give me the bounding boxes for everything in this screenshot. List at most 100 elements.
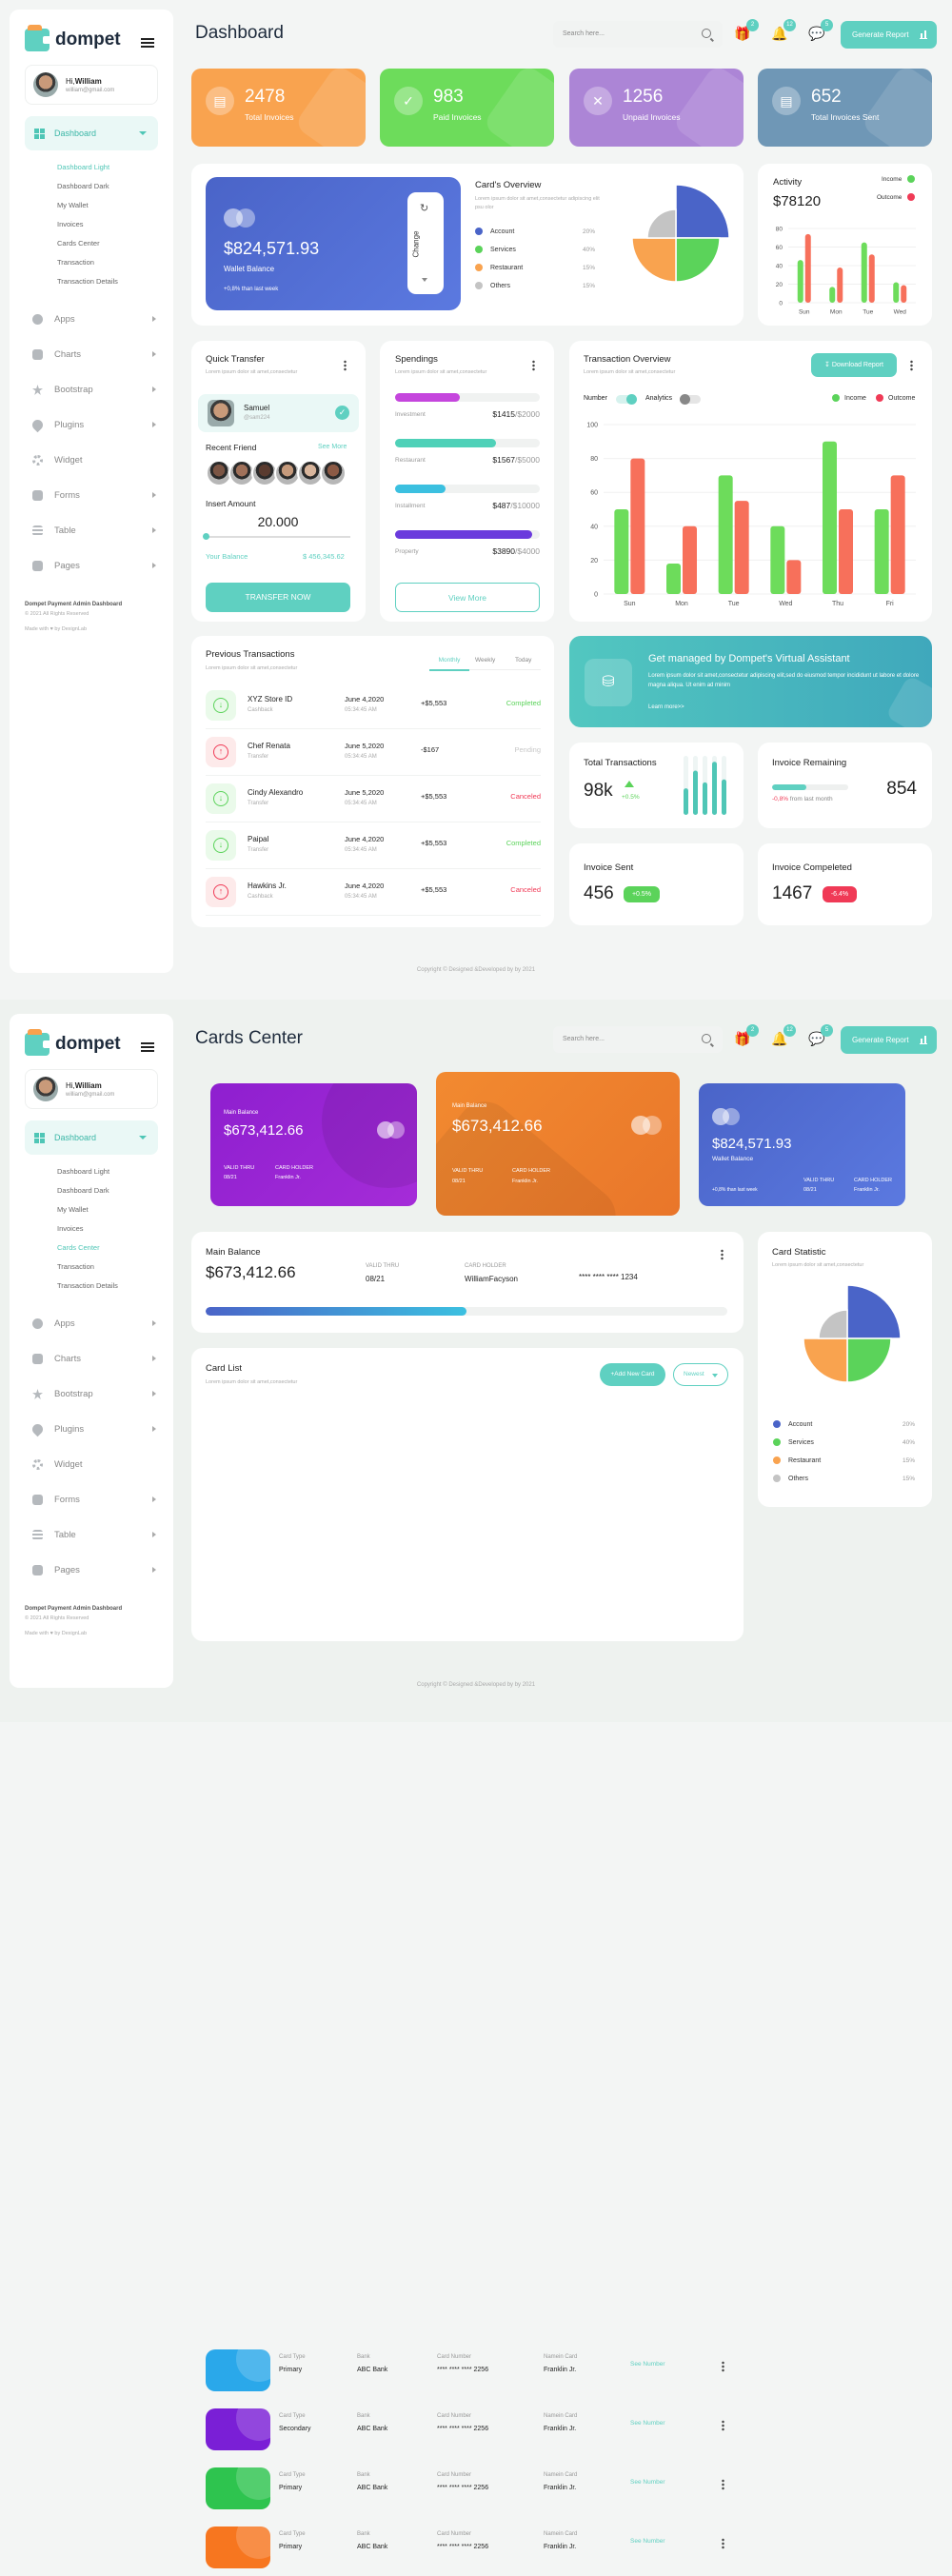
logo[interactable]: dompet bbox=[25, 1028, 121, 1060]
transaction-row[interactable]: ↓ Cindy Alexandro Transfer June 5,2020 05:34… bbox=[206, 776, 541, 822]
sidebar-item-table[interactable]: Table bbox=[32, 1517, 156, 1553]
amount-value[interactable]: 20.000 bbox=[257, 514, 299, 529]
more-icon[interactable] bbox=[532, 360, 535, 371]
subnav-my-wallet[interactable]: My Wallet bbox=[57, 1205, 89, 1214]
stat-card-total-invoices[interactable]: ▤ 2478 Total Invoices bbox=[191, 69, 366, 147]
sidebar-item-plugins[interactable]: Plugins bbox=[30, 1412, 156, 1447]
friend-avatar[interactable] bbox=[228, 460, 255, 486]
more-icon[interactable] bbox=[344, 360, 347, 371]
sidebar-item-charts[interactable]: Charts bbox=[32, 1341, 156, 1377]
see-number-link[interactable]: See Number bbox=[630, 2538, 665, 2545]
subnav-transaction-details[interactable]: Transaction Details bbox=[57, 1281, 118, 1290]
subnav-cards-center[interactable]: Cards Center bbox=[57, 239, 100, 248]
add-new-card-button[interactable]: +Add New Card bbox=[600, 1363, 665, 1386]
tab-today[interactable]: Today bbox=[515, 657, 532, 664]
more-icon[interactable] bbox=[910, 360, 913, 371]
slider-handle[interactable] bbox=[203, 533, 209, 540]
see-number-link[interactable]: See Number bbox=[630, 2420, 665, 2427]
more-icon[interactable] bbox=[722, 2361, 724, 2372]
sidebar-item-bootstrap[interactable]: Bootstrap bbox=[32, 372, 156, 407]
card-list-row[interactable]: Card Type Primary Bank ABC Bank Card Number *… bbox=[206, 2458, 727, 2517]
gift-icon[interactable]: 🎁 2 bbox=[734, 19, 759, 42]
generate-report-button[interactable]: Generate Report bbox=[841, 21, 937, 49]
sidebar-item-dashboard[interactable]: Dashboard bbox=[25, 1120, 158, 1155]
subnav-transaction[interactable]: Transaction bbox=[57, 1262, 94, 1271]
learn-more-link[interactable]: Learn more>> bbox=[648, 704, 684, 710]
bell-icon[interactable]: 🔔 12 bbox=[771, 1024, 796, 1047]
gift-icon[interactable]: 🎁 2 bbox=[734, 1024, 759, 1047]
subnav-invoices[interactable]: Invoices bbox=[57, 220, 84, 228]
credit-card-purple[interactable]: Main Balance $673,412.66 VALID THRU 08/2… bbox=[210, 1083, 417, 1206]
logo[interactable]: dompet bbox=[25, 24, 121, 56]
wallet-card[interactable]: $824,571.93 Wallet Balance +0,8% than la… bbox=[206, 177, 461, 310]
stat-card-paid-invoices[interactable]: ✓ 983 Paid Invoices bbox=[380, 69, 554, 147]
virtual-assistant-banner[interactable]: ⛁ Get managed by Dompet's Virtual Assist… bbox=[569, 636, 932, 727]
more-icon[interactable] bbox=[722, 2538, 724, 2549]
toggle-number[interactable] bbox=[616, 394, 637, 405]
transaction-row[interactable]: ↑ Hawkins Jr. Cashback June 4,2020 05:34:45 … bbox=[206, 869, 541, 916]
subnav-invoices[interactable]: Invoices bbox=[57, 1224, 84, 1233]
stat-card-unpaid-invoices[interactable]: ✕ 1256 Unpaid Invoices bbox=[569, 69, 744, 147]
view-more-button[interactable]: View More bbox=[395, 583, 540, 612]
chat-icon[interactable]: 💬 5 bbox=[808, 1024, 833, 1047]
subnav-dashboard-dark[interactable]: Dashboard Dark bbox=[57, 1186, 109, 1195]
sidebar-item-widget[interactable]: Widget bbox=[32, 443, 156, 478]
sidebar-item-apps[interactable]: Apps bbox=[32, 1306, 156, 1341]
subnav-dashboard-light[interactable]: Dashboard Light bbox=[57, 163, 110, 171]
more-icon[interactable] bbox=[722, 2420, 724, 2431]
menu-icon[interactable] bbox=[141, 1042, 154, 1052]
see-number-link[interactable]: See Number bbox=[630, 2479, 665, 2486]
transaction-row[interactable]: ↓ Paipal Transfer June 4,2020 05:34:45 AM +$5… bbox=[206, 822, 541, 869]
sidebar-item-widget[interactable]: Widget bbox=[32, 1447, 156, 1482]
card-list-row[interactable]: Card Type Secondary Bank ABC Bank Card Numbe… bbox=[206, 2399, 727, 2458]
toggle-analytics[interactable] bbox=[680, 394, 701, 405]
sidebar-item-apps[interactable]: Apps bbox=[32, 302, 156, 337]
transaction-row[interactable]: ↓ XYZ Store ID Cashback June 4,2020 05:34:45… bbox=[206, 683, 541, 729]
subnav-my-wallet[interactable]: My Wallet bbox=[57, 201, 89, 209]
menu-icon[interactable] bbox=[141, 38, 154, 48]
sidebar-item-forms[interactable]: Forms bbox=[32, 1482, 156, 1517]
change-button[interactable]: ↻ Change bbox=[407, 192, 444, 294]
sidebar-item-plugins[interactable]: Plugins bbox=[30, 407, 156, 443]
selected-contact[interactable]: Samuel @sam224 ✓ bbox=[198, 394, 359, 432]
user-profile[interactable]: Hi,William william@gmail.com bbox=[25, 65, 158, 105]
download-report-button[interactable]: ↧ Download Report bbox=[811, 353, 897, 377]
sort-dropdown[interactable]: Newest bbox=[673, 1363, 728, 1386]
subnav-dashboard-light[interactable]: Dashboard Light bbox=[57, 1167, 110, 1176]
amount-slider[interactable] bbox=[203, 533, 350, 540]
sidebar-item-table[interactable]: Table bbox=[32, 513, 156, 548]
stat-card-invoices-sent[interactable]: ▤ 652 Total Invoices Sent bbox=[758, 69, 932, 147]
see-more-link[interactable]: See More bbox=[318, 444, 347, 450]
card-list-row[interactable]: Card Type Primary Bank ABC Bank Card Number *… bbox=[206, 2340, 727, 2399]
generate-report-button[interactable]: Generate Report bbox=[841, 1026, 937, 1054]
chat-icon[interactable]: 💬 5 bbox=[808, 19, 833, 42]
tab-monthly[interactable]: Monthly bbox=[429, 657, 469, 671]
search-icon[interactable] bbox=[702, 29, 711, 38]
sidebar-item-dashboard[interactable]: Dashboard bbox=[25, 116, 158, 150]
credit-card-orange[interactable]: Main Balance $673,412.66 VALID THRU 08/2… bbox=[436, 1072, 680, 1216]
subnav-transaction-details[interactable]: Transaction Details bbox=[57, 277, 118, 286]
sidebar-item-pages[interactable]: Pages bbox=[32, 1553, 156, 1588]
friend-avatar[interactable] bbox=[320, 460, 347, 486]
more-icon[interactable] bbox=[721, 1249, 724, 1260]
subnav-transaction[interactable]: Transaction bbox=[57, 258, 94, 267]
friend-avatar[interactable] bbox=[274, 460, 301, 486]
credit-card-blue[interactable]: $824,571.93 Wallet Balance +0,8% than la… bbox=[699, 1083, 905, 1206]
see-number-link[interactable]: See Number bbox=[630, 2361, 665, 2368]
subnav-cards-center[interactable]: Cards Center bbox=[57, 1243, 100, 1252]
search-input[interactable]: Search here... bbox=[553, 21, 723, 48]
transfer-now-button[interactable]: TRANSFER NOW bbox=[206, 583, 350, 612]
sidebar-item-bootstrap[interactable]: Bootstrap bbox=[32, 1377, 156, 1412]
sidebar-item-forms[interactable]: Forms bbox=[32, 478, 156, 513]
transaction-row[interactable]: ↑ Chef Renata Transfer June 5,2020 05:34:45 … bbox=[206, 729, 541, 776]
card-list-row[interactable]: Card Type Primary Bank ABC Bank Card Number *… bbox=[206, 2517, 727, 2576]
more-icon[interactable] bbox=[722, 2479, 724, 2490]
search-input[interactable]: Search here... bbox=[553, 1026, 723, 1053]
tab-weekly[interactable]: Weekly bbox=[475, 657, 496, 664]
user-profile[interactable]: Hi,William william@gmail.com bbox=[25, 1069, 158, 1109]
sidebar-item-pages[interactable]: Pages bbox=[32, 548, 156, 584]
bell-icon[interactable]: 🔔 12 bbox=[771, 19, 796, 42]
search-icon[interactable] bbox=[702, 1034, 711, 1043]
sidebar-item-charts[interactable]: Charts bbox=[32, 337, 156, 372]
subnav-dashboard-dark[interactable]: Dashboard Dark bbox=[57, 182, 109, 190]
